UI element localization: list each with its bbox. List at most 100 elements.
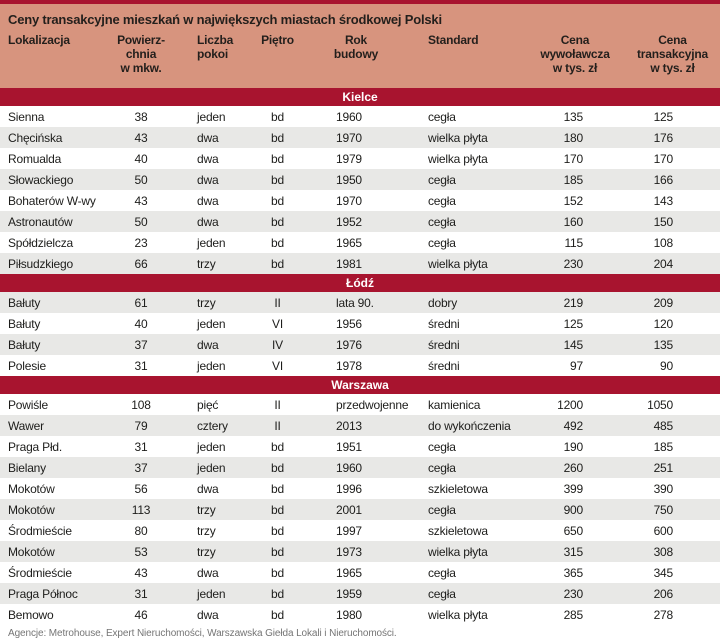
cell-asking-price: 115 <box>525 232 625 253</box>
cell-area: 43 <box>117 127 175 148</box>
section-band: Kielce <box>0 88 720 106</box>
cell-floor: VI <box>250 355 305 376</box>
table-row: Sienna 38 jeden bd 1960 cegła 135 125 <box>0 106 720 127</box>
cell-rooms: jeden <box>175 436 250 457</box>
cell-transaction-price: 278 <box>625 604 720 625</box>
table-row: Polesie 31 jeden VI 1978 średni 97 90 <box>0 355 720 376</box>
cell-standard: cegła <box>425 499 525 520</box>
cell-transaction-price: 206 <box>625 583 720 604</box>
cell-standard: szkieletowa <box>425 520 525 541</box>
cell-area: 40 <box>117 313 175 334</box>
cell-rooms: jeden <box>175 457 250 478</box>
cell-asking-price: 145 <box>525 334 625 355</box>
cell-rooms: dwa <box>175 478 250 499</box>
cell-location: Wawer <box>0 415 117 436</box>
cell-floor: bd <box>250 148 305 169</box>
cell-floor: bd <box>250 253 305 274</box>
cell-transaction-price: 345 <box>625 562 720 583</box>
cell-transaction-price: 135 <box>625 334 720 355</box>
cell-transaction-price: 170 <box>625 148 720 169</box>
cell-standard: cegła <box>425 457 525 478</box>
table-row: Spółdzielcza 23 jeden bd 1965 cegła 115 108 <box>0 232 720 253</box>
cell-year-built: 2001 <box>305 499 425 520</box>
cell-transaction-price: 1050 <box>625 394 720 415</box>
cell-transaction-price: 108 <box>625 232 720 253</box>
table-row: Mokotów 56 dwa bd 1996 szkieletowa 399 390 <box>0 478 720 499</box>
cell-year-built: lata 90. <box>305 292 425 313</box>
cell-location: Bałuty <box>0 334 117 355</box>
cell-year-built: 1981 <box>305 253 425 274</box>
cell-rooms: dwa <box>175 211 250 232</box>
cell-year-built: 1973 <box>305 541 425 562</box>
cell-rooms: jeden <box>175 583 250 604</box>
cell-area: 66 <box>117 253 175 274</box>
table-body: Kielce Sienna 38 jeden bd 1960 cegła 135 125 Chęc… <box>0 88 720 625</box>
cell-asking-price: 399 <box>525 478 625 499</box>
cell-asking-price: 185 <box>525 169 625 190</box>
prices-table: Lokalizacja Powierz- chnia w mkw. Liczba… <box>0 30 720 625</box>
section-title: Kielce <box>0 88 720 106</box>
cell-asking-price: 125 <box>525 313 625 334</box>
cell-year-built: 1959 <box>305 583 425 604</box>
cell-standard: średni <box>425 355 525 376</box>
col-header-transaction-price: Cena transakcyjna w tys. zł <box>625 30 720 88</box>
cell-location: Romualda <box>0 148 117 169</box>
col-header-area: Powierz- chnia w mkw. <box>117 30 175 88</box>
cell-year-built: 1965 <box>305 562 425 583</box>
cell-asking-price: 230 <box>525 253 625 274</box>
cell-asking-price: 315 <box>525 541 625 562</box>
cell-floor: VI <box>250 313 305 334</box>
col-header-location: Lokalizacja <box>0 30 117 88</box>
cell-floor: IV <box>250 334 305 355</box>
cell-area: 46 <box>117 604 175 625</box>
cell-year-built: 1976 <box>305 334 425 355</box>
cell-area: 56 <box>117 478 175 499</box>
cell-standard: cegła <box>425 190 525 211</box>
cell-year-built: 1978 <box>305 355 425 376</box>
cell-area: 80 <box>117 520 175 541</box>
cell-year-built: 1970 <box>305 190 425 211</box>
cell-transaction-price: 143 <box>625 190 720 211</box>
cell-floor: bd <box>250 436 305 457</box>
table-row: Bohaterów W-wy 43 dwa bd 1970 cegła 152 143 <box>0 190 720 211</box>
cell-location: Bielany <box>0 457 117 478</box>
cell-location: Sienna <box>0 106 117 127</box>
cell-transaction-price: 120 <box>625 313 720 334</box>
cell-standard: wielka płyta <box>425 541 525 562</box>
cell-rooms: cztery <box>175 415 250 436</box>
cell-transaction-price: 750 <box>625 499 720 520</box>
cell-area: 50 <box>117 169 175 190</box>
cell-asking-price: 260 <box>525 457 625 478</box>
cell-rooms: dwa <box>175 190 250 211</box>
cell-area: 31 <box>117 583 175 604</box>
cell-location: Bałuty <box>0 292 117 313</box>
cell-asking-price: 170 <box>525 148 625 169</box>
cell-rooms: trzy <box>175 520 250 541</box>
table-row: Praga Północ 31 jeden bd 1959 cegła 230 206 <box>0 583 720 604</box>
cell-rooms: dwa <box>175 148 250 169</box>
table-row: Romualda 40 dwa bd 1979 wielka płyta 170 170 <box>0 148 720 169</box>
cell-floor: II <box>250 292 305 313</box>
cell-rooms: pięć <box>175 394 250 415</box>
cell-location: Mokotów <box>0 478 117 499</box>
cell-location: Astronautów <box>0 211 117 232</box>
cell-standard: średni <box>425 334 525 355</box>
cell-floor: bd <box>250 190 305 211</box>
cell-asking-price: 230 <box>525 583 625 604</box>
cell-asking-price: 900 <box>525 499 625 520</box>
cell-standard: kamienica <box>425 394 525 415</box>
table-row: Wawer 79 cztery II 2013 do wykończenia 492 485 <box>0 415 720 436</box>
cell-location: Praga Północ <box>0 583 117 604</box>
cell-area: 61 <box>117 292 175 313</box>
source-note: Agencje: Metrohouse, Expert Nieruchomośc… <box>8 628 397 639</box>
cell-floor: bd <box>250 604 305 625</box>
table-row: Bielany 37 jeden bd 1960 cegła 260 251 <box>0 457 720 478</box>
col-header-asking-price: Cena wywoławcza w tys. zł <box>525 30 625 88</box>
cell-area: 37 <box>117 457 175 478</box>
cell-asking-price: 97 <box>525 355 625 376</box>
cell-standard: szkieletowa <box>425 478 525 499</box>
cell-rooms: trzy <box>175 292 250 313</box>
section-band: Łódź <box>0 274 720 292</box>
table-row: Bałuty 61 trzy II lata 90. dobry 219 209 <box>0 292 720 313</box>
cell-floor: bd <box>250 127 305 148</box>
